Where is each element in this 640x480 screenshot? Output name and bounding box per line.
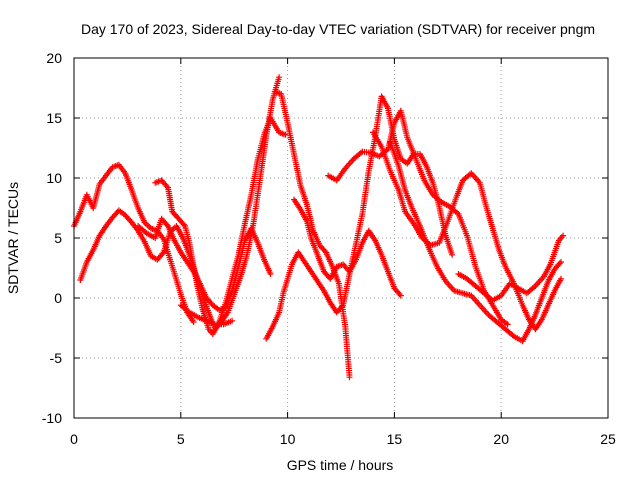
x-tick-label: 15 <box>387 431 403 447</box>
y-axis-label: SDTVAR / TECUs <box>5 182 21 294</box>
data-point <box>346 374 353 381</box>
x-tick-label: 10 <box>280 431 296 447</box>
x-axis-label: GPS time / hours <box>287 457 394 473</box>
plot-frame <box>73 57 609 419</box>
series-arc-8 <box>291 196 404 299</box>
x-tick-label: 20 <box>493 431 509 447</box>
chart-title: Day 170 of 2023, Sidereal Day-to-day VTE… <box>81 21 595 37</box>
y-tick-label: -5 <box>50 350 63 366</box>
series-arc-11 <box>387 139 564 345</box>
y-tick-label: 15 <box>46 110 62 126</box>
series-arc-4 <box>152 115 289 337</box>
data-point <box>397 292 404 299</box>
data-point <box>276 74 283 81</box>
series-arc-7 <box>271 88 353 381</box>
data-points <box>71 74 567 381</box>
y-tick-label: 10 <box>46 170 62 186</box>
data-point <box>560 232 567 239</box>
series-arc-10 <box>370 129 564 333</box>
x-tick-label: 25 <box>600 431 616 447</box>
data-point <box>229 317 236 324</box>
x-tick-label: 0 <box>70 431 78 447</box>
series-arc-3 <box>135 215 274 313</box>
data-point <box>504 321 511 328</box>
series-arc-12 <box>455 232 567 304</box>
data-point <box>267 271 274 277</box>
y-tick-label: 0 <box>54 290 62 306</box>
y-tick-label: 5 <box>54 230 62 246</box>
series-arc-5 <box>177 302 236 328</box>
x-tick-labels: 0 5 10 15 20 25 <box>70 431 616 447</box>
data-point <box>190 319 197 325</box>
y-tick-labels: -10 -5 0 5 10 15 20 <box>42 50 62 426</box>
data-point <box>558 259 564 265</box>
data-point <box>449 251 456 258</box>
y-tick-label: 20 <box>46 50 62 66</box>
data-point <box>558 275 564 282</box>
x-tick-label: 5 <box>177 431 185 447</box>
series-arc-1 <box>71 161 197 325</box>
y-tick-label: -10 <box>42 410 62 426</box>
